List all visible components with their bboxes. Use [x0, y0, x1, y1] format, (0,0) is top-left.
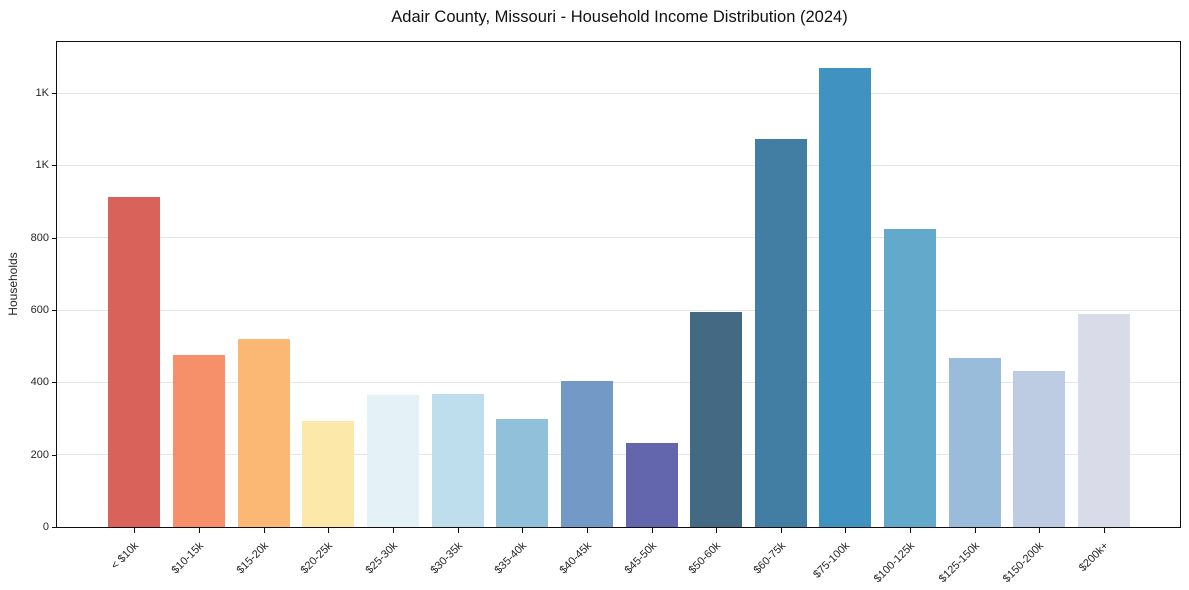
x-tick-mark — [586, 528, 588, 533]
gridline — [57, 454, 1180, 456]
y-tick-mark — [52, 165, 57, 167]
x-tick-mark — [1039, 528, 1041, 533]
x-tick-mark — [134, 528, 136, 533]
bar-35-40k — [496, 418, 549, 527]
y-axis-label: Households — [6, 252, 20, 316]
x-tick-mark — [845, 528, 847, 533]
x-tick-mark — [457, 528, 459, 533]
bar-10k — [108, 196, 161, 527]
bar-10-15k — [173, 354, 226, 527]
y-tick-label: 1K — [35, 86, 49, 99]
bar-20-25k — [302, 421, 355, 527]
bar-15-20k — [237, 339, 290, 527]
gridline — [57, 164, 1180, 166]
y-tick-mark — [52, 382, 57, 384]
y-tick-label: 200 — [30, 448, 49, 461]
y-tick-label: 600 — [30, 303, 49, 316]
bar-25-30k — [366, 395, 419, 527]
y-tick-mark — [52, 309, 57, 311]
bar-30-35k — [431, 393, 484, 527]
bar-75-100k — [819, 67, 872, 527]
x-tick-label: < $10k — [109, 539, 142, 572]
chart-title: Adair County, Missouri - Household Incom… — [391, 8, 848, 26]
bar-150-200k — [1013, 371, 1066, 527]
y-tick-label: 800 — [30, 231, 49, 244]
x-tick-mark — [522, 528, 524, 533]
y-tick-mark — [52, 92, 57, 94]
bar-40-45k — [560, 381, 613, 527]
y-tick-label: 400 — [30, 376, 49, 389]
y-tick-mark — [52, 237, 57, 239]
bar-45-50k — [625, 442, 678, 527]
x-tick-mark — [974, 528, 976, 533]
y-tick-label: 1K — [35, 159, 49, 172]
x-tick-mark — [1104, 528, 1105, 533]
x-tick-mark — [263, 528, 265, 533]
bar-50-60k — [690, 312, 743, 527]
bar-100-125k — [884, 228, 937, 527]
x-tick-mark — [199, 528, 201, 533]
x-tick-mark — [910, 528, 912, 533]
gridline — [57, 309, 1180, 311]
x-tick-mark — [716, 528, 718, 533]
x-tick-mark — [328, 528, 330, 533]
gridline — [57, 237, 1180, 239]
gridline — [57, 381, 1180, 383]
plot-area — [56, 41, 1181, 528]
y-tick-mark — [52, 527, 57, 528]
bar-60-75k — [754, 138, 807, 527]
x-tick-mark — [651, 528, 653, 533]
y-tick-label: 0 — [42, 521, 49, 533]
y-tick-mark — [52, 454, 57, 456]
x-tick-mark — [780, 528, 782, 533]
gridline — [57, 92, 1180, 94]
bar-200k — [1078, 314, 1130, 527]
bar-125-150k — [948, 357, 1001, 527]
x-tick-mark — [392, 528, 394, 533]
